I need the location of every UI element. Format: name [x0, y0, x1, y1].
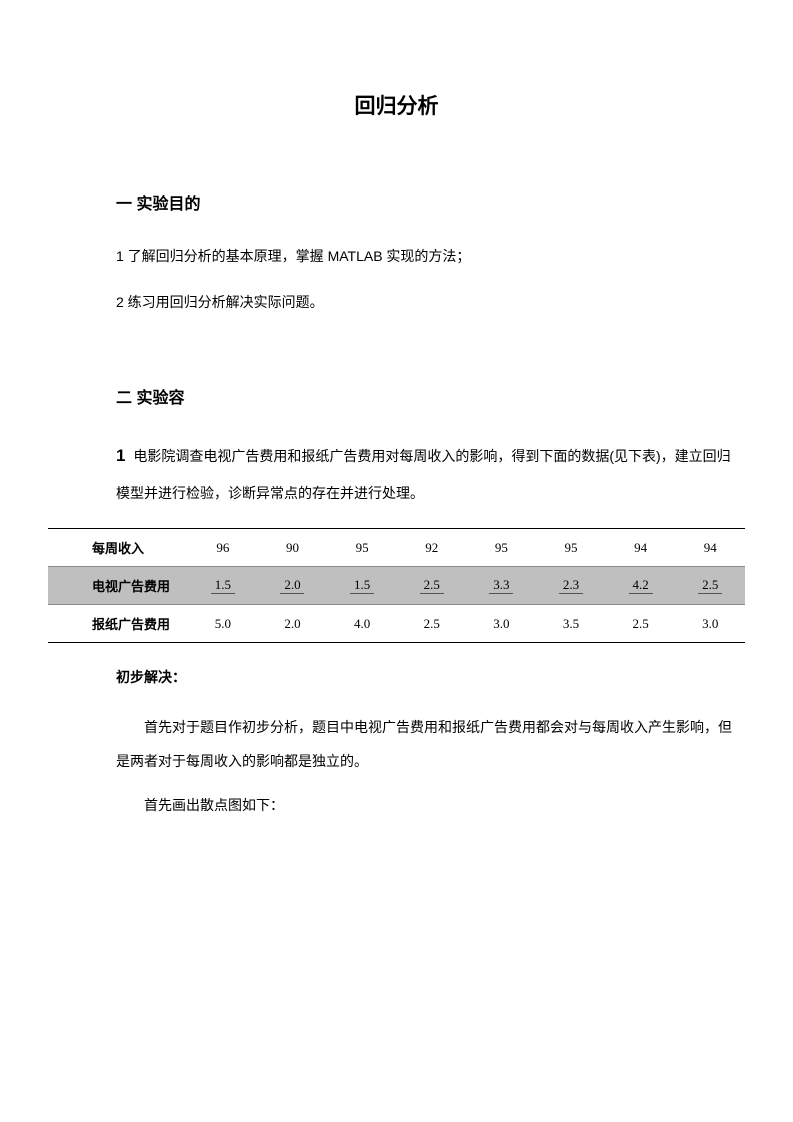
- cell: 95: [467, 529, 537, 567]
- cell: 3.3: [467, 567, 537, 605]
- section1-heading: 一 实验目的: [116, 190, 735, 214]
- cell: 2.5: [606, 605, 676, 643]
- cell: 2.5: [675, 567, 745, 605]
- cell: 92: [397, 529, 467, 567]
- table-row: 电视广告费用 1.5 2.0 1.5 2.5 3.3 2.3 4.2 2.5: [48, 567, 745, 605]
- problem-number: 1: [116, 446, 125, 465]
- data-table-wrap: 每周收入 96 90 95 92 95 95 94 94 电视广告费用 1.5 …: [48, 528, 745, 643]
- cell: 4.2: [606, 567, 676, 605]
- table-row: 报纸广告费用 5.0 2.0 4.0 2.5 3.0 3.5 2.5 3.0: [48, 605, 745, 643]
- cell: 2.0: [258, 605, 328, 643]
- cell: 1.5: [188, 567, 258, 605]
- content-area: 一 实验目的 1 了解回归分析的基本原理，掌握 MATLAB 实现的方法； 2 …: [48, 190, 745, 822]
- cell: 94: [675, 529, 745, 567]
- cell: 90: [258, 529, 328, 567]
- row-label: 每周收入: [48, 529, 188, 567]
- cell: 3.0: [467, 605, 537, 643]
- cell: 3.0: [675, 605, 745, 643]
- cell: 95: [327, 529, 397, 567]
- cell: 5.0: [188, 605, 258, 643]
- cell: 3.5: [536, 605, 606, 643]
- cell: 96: [188, 529, 258, 567]
- problem-text: 电影院调查电视广告费用和报纸广告费用对每周收入的影响，得到下面的数据(见下表)，…: [116, 448, 731, 501]
- solution-p2: 首先画出散点图如下：: [116, 789, 735, 823]
- cell: 94: [606, 529, 676, 567]
- cell: 95: [536, 529, 606, 567]
- row-label: 报纸广告费用: [48, 605, 188, 643]
- data-table: 每周收入 96 90 95 92 95 95 94 94 电视广告费用 1.5 …: [48, 528, 745, 643]
- section1-p2: 2 练习用回归分析解决实际问题。: [116, 288, 735, 316]
- cell: 4.0: [327, 605, 397, 643]
- cell: 2.3: [536, 567, 606, 605]
- section1-p1: 1 了解回归分析的基本原理，掌握 MATLAB 实现的方法；: [116, 242, 735, 270]
- cell: 2.5: [397, 567, 467, 605]
- solution-heading: 初步解决：: [116, 667, 735, 687]
- table-row: 每周收入 96 90 95 92 95 95 94 94: [48, 529, 745, 567]
- cell: 1.5: [327, 567, 397, 605]
- problem-1: 1 电影院调查电视广告费用和报纸广告费用对每周收入的影响，得到下面的数据(见下表…: [116, 436, 735, 510]
- cell: 2.5: [397, 605, 467, 643]
- section2-heading: 二 实验容: [116, 384, 735, 408]
- solution-p1: 首先对于题目作初步分析，题目中电视广告费用和报纸广告费用都会对与每周收入产生影响…: [116, 711, 735, 778]
- cell: 2.0: [258, 567, 328, 605]
- page-title: 回归分析: [48, 90, 745, 120]
- row-label: 电视广告费用: [48, 567, 188, 605]
